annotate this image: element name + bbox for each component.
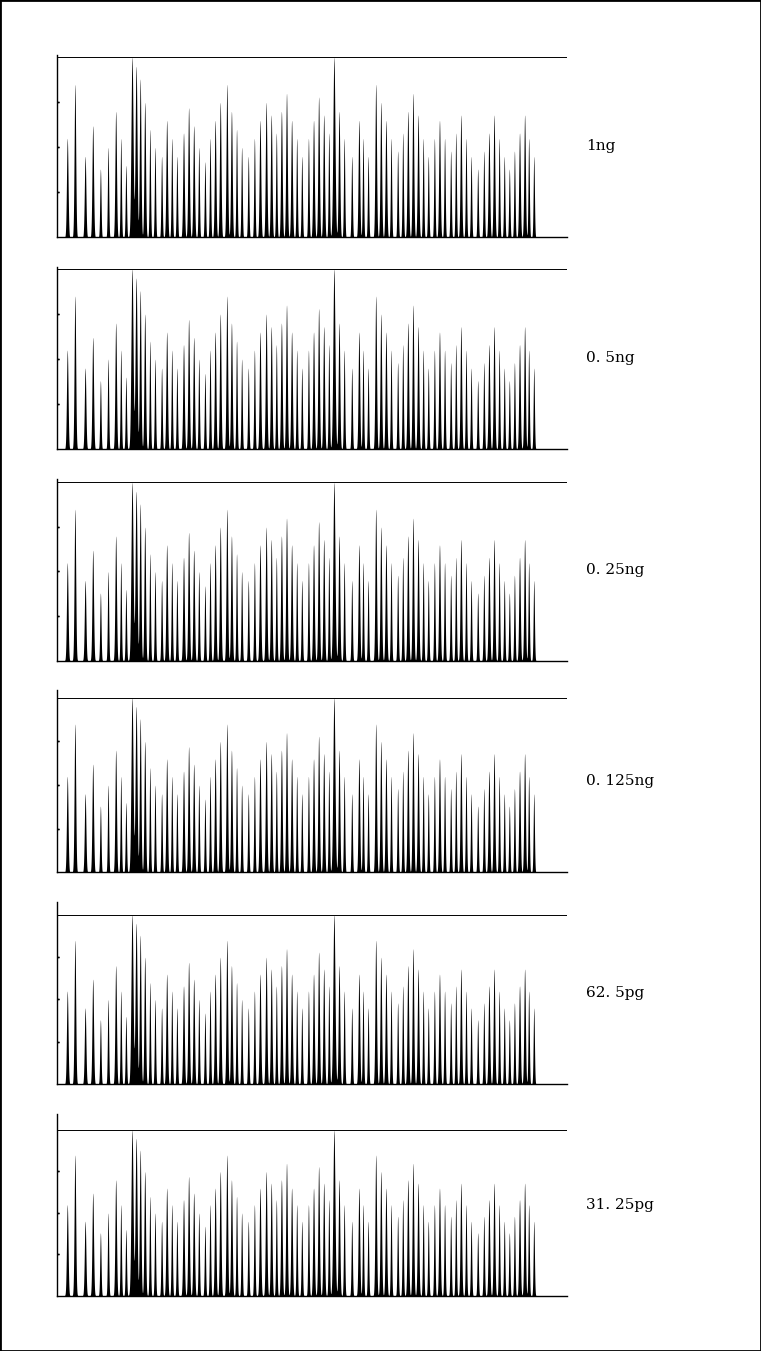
Text: 31. 25pg: 31. 25pg: [586, 1197, 654, 1212]
Text: 62. 5pg: 62. 5pg: [586, 986, 645, 1000]
Text: 0. 25ng: 0. 25ng: [586, 562, 645, 577]
Text: 1ng: 1ng: [586, 139, 616, 154]
Text: 0. 5ng: 0. 5ng: [586, 351, 635, 365]
Text: 0. 125ng: 0. 125ng: [586, 774, 654, 789]
